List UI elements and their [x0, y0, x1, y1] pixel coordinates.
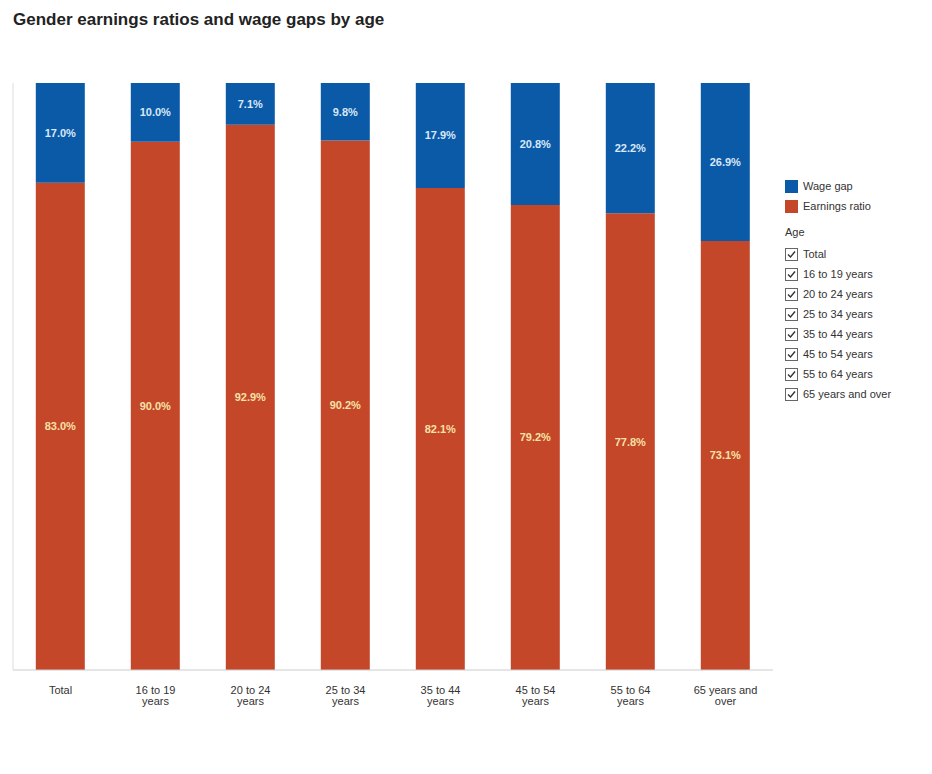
html-text:16 to 19 years: 16 to 19 years [803, 268, 873, 280]
svg-text:73.1%: 73.1% [710, 449, 741, 461]
svg-text:17.0%: 17.0% [45, 127, 76, 139]
svg-text:Total: Total [49, 684, 72, 696]
svg-text:22.2%: 22.2% [615, 142, 646, 154]
svg-text:20 to 24years: 20 to 24years [231, 684, 271, 707]
html-text:Wage gap: Wage gap [803, 180, 853, 192]
svg-text:25 to 34years: 25 to 34years [326, 684, 366, 707]
html-text:Total: Total [803, 248, 827, 260]
svg-text:9.8%: 9.8% [333, 106, 358, 118]
html-text:35 to 44 years: 35 to 44 years [803, 328, 873, 340]
svg-text:92.9%: 92.9% [235, 391, 266, 403]
svg-text:90.0%: 90.0% [140, 400, 171, 412]
svg-text:65 years andover: 65 years andover [694, 684, 758, 707]
svg-text:16 to 19years: 16 to 19years [136, 684, 176, 707]
html-text:55 to 64 years: 55 to 64 years [803, 368, 873, 380]
svg-text:90.2%: 90.2% [330, 399, 361, 411]
html-text:25 to 34 years: 25 to 34 years [803, 308, 873, 320]
svg-text:77.8%: 77.8% [615, 436, 646, 448]
svg-text:79.2%: 79.2% [520, 431, 551, 443]
svg-text:82.1%: 82.1% [425, 423, 456, 435]
html-text:20 to 24 years: 20 to 24 years [803, 288, 873, 300]
svg-text:10.0%: 10.0% [140, 106, 171, 118]
html-text:Age: Age [785, 226, 805, 238]
svg-text:83.0%: 83.0% [45, 420, 76, 432]
svg-text:35 to 44years: 35 to 44years [421, 684, 461, 707]
svg-text:26.9%: 26.9% [710, 156, 741, 168]
html-text:65 years and over: 65 years and over [803, 388, 892, 400]
html-text:45 to 54 years: 45 to 54 years [803, 348, 873, 360]
svg-text:7.1%: 7.1% [238, 98, 263, 110]
svg-text:20.8%: 20.8% [520, 138, 551, 150]
svg-text:17.9%: 17.9% [425, 129, 456, 141]
html-text:Gender earnings ratios and wag: Gender earnings ratios and wage gaps by … [13, 10, 385, 29]
svg-text:55 to 64years: 55 to 64years [611, 684, 651, 707]
svg-text:45 to 54years: 45 to 54years [516, 684, 556, 707]
html-text:Earnings ratio: Earnings ratio [803, 200, 871, 212]
